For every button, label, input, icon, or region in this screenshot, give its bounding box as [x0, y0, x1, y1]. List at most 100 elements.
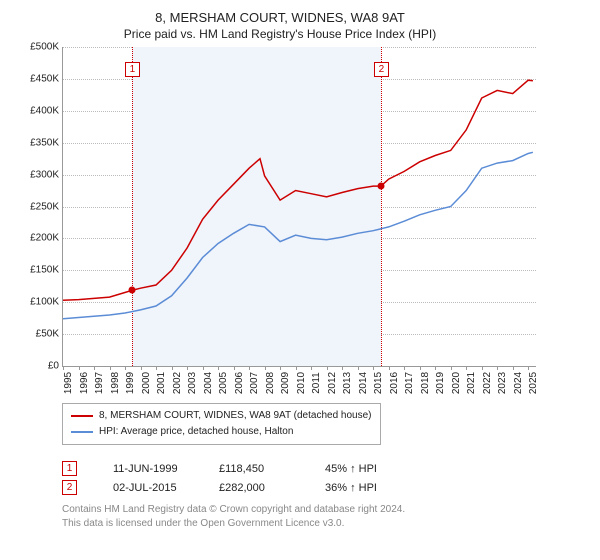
legend-swatch: [71, 415, 93, 417]
legend-item: 8, MERSHAM COURT, WIDNES, WA8 9AT (detac…: [71, 408, 372, 424]
x-tick-mark: [218, 366, 219, 370]
x-tick-label: 1997: [94, 372, 105, 394]
x-tick-label: 2005: [218, 372, 229, 394]
x-tick-mark: [110, 366, 111, 370]
y-tick-label: £100K: [21, 297, 59, 308]
chart-subtitle: Price paid vs. HM Land Registry's House …: [20, 27, 540, 41]
x-tick-label: 2019: [435, 372, 446, 394]
y-tick-label: £150K: [21, 265, 59, 276]
x-tick-mark: [249, 366, 250, 370]
x-tick-label: 2002: [172, 372, 183, 394]
x-tick-mark: [513, 366, 514, 370]
x-tick-mark: [451, 366, 452, 370]
transaction-price: £118,450: [219, 463, 289, 475]
x-tick-mark: [296, 366, 297, 370]
series-line: [63, 152, 533, 318]
x-tick-mark: [203, 366, 204, 370]
x-tick-mark: [482, 366, 483, 370]
x-tick-label: 2000: [141, 372, 152, 394]
legend-item: HPI: Average price, detached house, Halt…: [71, 424, 372, 440]
x-tick-label: 2023: [497, 372, 508, 394]
x-tick-label: 2004: [203, 372, 214, 394]
y-tick-label: £300K: [21, 169, 59, 180]
y-tick-label: £350K: [21, 137, 59, 148]
x-tick-label: 2013: [342, 372, 353, 394]
x-tick-label: 2016: [389, 372, 400, 394]
x-tick-mark: [63, 366, 64, 370]
y-tick-label: £450K: [21, 73, 59, 84]
y-tick-label: £250K: [21, 201, 59, 212]
x-tick-mark: [528, 366, 529, 370]
x-tick-mark: [420, 366, 421, 370]
x-tick-mark: [265, 366, 266, 370]
x-tick-mark: [311, 366, 312, 370]
x-tick-label: 2003: [187, 372, 198, 394]
x-tick-label: 1996: [79, 372, 90, 394]
y-tick-label: £400K: [21, 105, 59, 116]
x-tick-mark: [94, 366, 95, 370]
series-line: [63, 80, 533, 300]
x-tick-label: 2021: [466, 372, 477, 394]
x-tick-label: 2020: [451, 372, 462, 394]
transaction-table: 1 11-JUN-1999 £118,450 45% ↑ HPI 2 02-JUL-201…: [62, 461, 540, 495]
x-tick-mark: [141, 366, 142, 370]
transaction-date: 11-JUN-1999: [113, 463, 183, 475]
price-chart: £0£50K£100K£150K£200K£250K£300K£350K£400…: [62, 47, 536, 367]
legend-label: 8, MERSHAM COURT, WIDNES, WA8 9AT (detac…: [99, 408, 372, 424]
x-tick-label: 2014: [358, 372, 369, 394]
x-tick-label: 1999: [125, 372, 136, 394]
x-tick-label: 2011: [311, 372, 322, 394]
sale-dot: [377, 183, 384, 190]
x-tick-label: 2015: [373, 372, 384, 394]
x-tick-label: 1995: [63, 372, 74, 394]
x-tick-mark: [373, 366, 374, 370]
legend-swatch: [71, 431, 93, 433]
x-tick-mark: [497, 366, 498, 370]
x-tick-mark: [172, 366, 173, 370]
x-tick-label: 2025: [528, 372, 539, 394]
footer-line-1: Contains HM Land Registry data © Crown c…: [62, 503, 540, 517]
x-tick-label: 2009: [280, 372, 291, 394]
transaction-row: 2 02-JUL-2015 £282,000 36% ↑ HPI: [62, 480, 540, 495]
transaction-row: 1 11-JUN-1999 £118,450 45% ↑ HPI: [62, 461, 540, 476]
legend-label: HPI: Average price, detached house, Halt…: [99, 424, 293, 440]
x-tick-label: 2006: [234, 372, 245, 394]
x-tick-mark: [404, 366, 405, 370]
data-source-footer: Contains HM Land Registry data © Crown c…: [62, 503, 540, 530]
x-tick-label: 2012: [327, 372, 338, 394]
chart-title: 8, MERSHAM COURT, WIDNES, WA8 9AT: [20, 10, 540, 25]
x-tick-mark: [156, 366, 157, 370]
x-tick-label: 2010: [296, 372, 307, 394]
x-tick-mark: [79, 366, 80, 370]
x-tick-label: 2018: [420, 372, 431, 394]
x-tick-label: 2001: [156, 372, 167, 394]
y-tick-label: £0: [21, 361, 59, 372]
x-tick-mark: [435, 366, 436, 370]
y-tick-label: £200K: [21, 233, 59, 244]
x-tick-label: 2017: [404, 372, 415, 394]
chart-marker-label: 1: [125, 62, 140, 77]
x-tick-mark: [389, 366, 390, 370]
x-tick-mark: [280, 366, 281, 370]
x-tick-mark: [187, 366, 188, 370]
y-tick-label: £500K: [21, 42, 59, 53]
x-tick-mark: [466, 366, 467, 370]
x-tick-label: 2008: [265, 372, 276, 394]
transaction-delta: 36% ↑ HPI: [325, 482, 395, 494]
sale-dot: [128, 287, 135, 294]
transaction-marker: 1: [62, 461, 77, 476]
transaction-delta: 45% ↑ HPI: [325, 463, 395, 475]
x-tick-mark: [234, 366, 235, 370]
transaction-date: 02-JUL-2015: [113, 482, 183, 494]
legend: 8, MERSHAM COURT, WIDNES, WA8 9AT (detac…: [62, 403, 381, 445]
x-tick-mark: [327, 366, 328, 370]
chart-lines: [63, 47, 536, 366]
footer-line-2: This data is licensed under the Open Gov…: [62, 517, 540, 531]
x-tick-label: 2024: [513, 372, 524, 394]
x-tick-label: 1998: [110, 372, 121, 394]
transaction-price: £282,000: [219, 482, 289, 494]
y-tick-label: £50K: [21, 329, 59, 340]
x-tick-mark: [342, 366, 343, 370]
chart-marker-label: 2: [374, 62, 389, 77]
transaction-marker: 2: [62, 480, 77, 495]
